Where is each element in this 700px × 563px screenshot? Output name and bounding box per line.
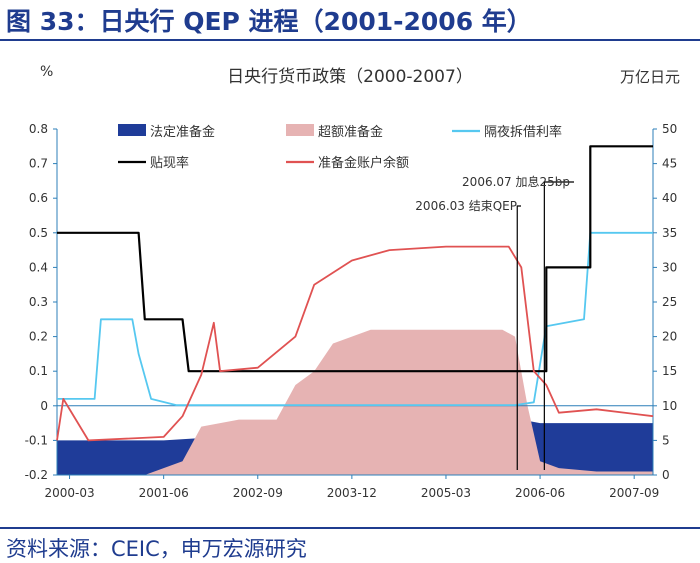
annotation-leader xyxy=(543,181,574,470)
figure-title: 图 33：日央行 QEP 进程（2001-2006 年） xyxy=(6,7,532,36)
annotation-leader xyxy=(516,205,521,470)
excess-reserve-area xyxy=(57,329,653,475)
right-tick-label: 20 xyxy=(662,330,677,344)
left-tick-label: 0.7 xyxy=(29,157,48,171)
current-account-balance-line xyxy=(56,245,654,442)
left-tick-label: 0.4 xyxy=(29,260,48,274)
area-layer xyxy=(57,329,653,475)
right-tick-label: 25 xyxy=(662,295,677,309)
x-tick-label: 2002-09 xyxy=(233,486,283,500)
x-tick-label: 2001-06 xyxy=(139,486,189,500)
left-tick-label: 0.8 xyxy=(29,122,48,136)
right-tick-label: 15 xyxy=(662,364,677,378)
annotation-layer: 2006.07 加息25bp 2006.03 结束QEP xyxy=(415,174,574,470)
legend-label: 法定准备金 xyxy=(150,124,215,140)
axes-layer: -0.2 -0.1 0 0.1 0.2 0.3 0.4 0.5 0.6 0.7 0.8 0 5 10 15 2… xyxy=(25,122,678,500)
left-tick-label: 0.1 xyxy=(29,364,48,378)
annotation-label: 2006.03 结束QEP xyxy=(415,199,517,213)
policy-chart: 日央行货币政策（2000-2007） % 万亿日元 -0.2 -0.1 0 0.1 0.… xyxy=(25,64,680,500)
legend-swatch xyxy=(286,124,314,136)
right-tick-label: 50 xyxy=(662,122,677,136)
right-tick-label: 30 xyxy=(662,260,677,274)
source-note: 资料来源：CEIC，申万宏源研究 xyxy=(6,537,307,561)
left-tick-label: 0.2 xyxy=(29,330,48,344)
x-tick-label: 2007-09 xyxy=(609,486,659,500)
x-tick-label: 2006-06 xyxy=(515,486,565,500)
legend-label: 准备金账户余额 xyxy=(318,155,409,171)
left-tick-label: 0.5 xyxy=(29,226,48,240)
discount-rate-line xyxy=(57,145,653,373)
x-tick-label: 2000-03 xyxy=(44,486,94,500)
legend-label: 贴现率 xyxy=(150,155,189,171)
legend-label: 超额准备金 xyxy=(318,124,383,140)
x-tick-label: 2005-03 xyxy=(421,486,471,500)
left-axis-label: % xyxy=(40,64,53,80)
title-divider xyxy=(0,39,700,41)
line-layer xyxy=(56,145,654,442)
source-divider xyxy=(0,527,700,529)
left-tick-label: 0.6 xyxy=(29,191,48,205)
right-tick-label: 10 xyxy=(662,399,677,413)
left-tick-label: 0 xyxy=(40,399,48,413)
right-tick-label: 40 xyxy=(662,191,677,205)
x-tick-label: 2003-12 xyxy=(327,486,377,500)
legend-swatch xyxy=(118,124,146,136)
left-tick-label: 0.3 xyxy=(29,295,48,309)
annotation-label: 2006.07 加息25bp xyxy=(462,174,570,189)
right-axis-label: 万亿日元 xyxy=(620,68,680,86)
right-tick-label: 5 xyxy=(662,433,670,447)
right-tick-label: 45 xyxy=(662,157,677,171)
right-tick-label: 0 xyxy=(662,468,670,482)
left-tick-label: -0.1 xyxy=(25,433,48,447)
right-tick-label: 35 xyxy=(662,226,677,240)
call-rate-line xyxy=(57,231,653,406)
left-tick-label: -0.2 xyxy=(25,468,48,482)
legend-label: 隔夜拆借利率 xyxy=(484,124,562,140)
chart-title: 日央行货币政策（2000-2007） xyxy=(227,67,473,87)
